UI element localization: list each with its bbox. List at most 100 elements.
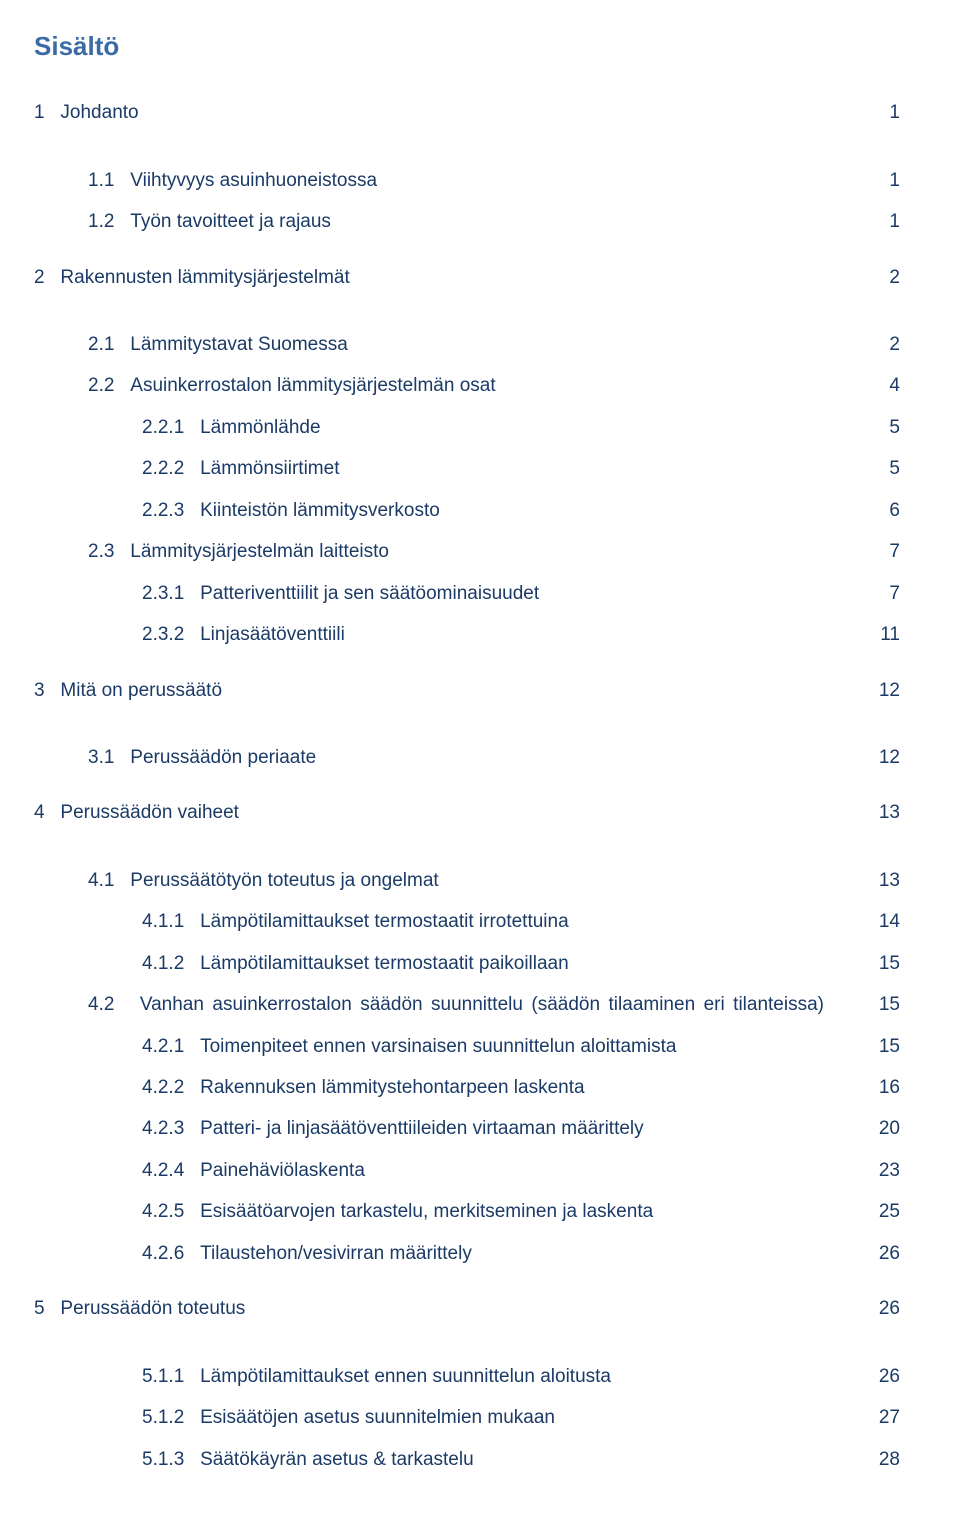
toc-entry[interactable]: 4.2.2 Rakennuksen lämmitystehontarpeen l… <box>34 1067 900 1108</box>
toc-entry-number: 2.2 <box>88 375 114 396</box>
toc-entry-title: Johdanto <box>60 102 138 123</box>
toc-entry-title: Lämpötilamittaukset ennen suunnittelun a… <box>200 1366 611 1387</box>
toc-entry-title: Toimenpiteet ennen varsinaisen suunnitte… <box>200 1036 676 1057</box>
toc-entry-page: 28 <box>852 1445 900 1474</box>
toc-entry-page: 1 <box>852 166 900 195</box>
toc-entry-number: 4.1.2 <box>142 953 184 974</box>
toc-entry-number: 5.1.1 <box>142 1366 184 1387</box>
toc-entry[interactable]: 1.1 Viihtyvyys asuinhuoneistossa 1 <box>34 160 900 201</box>
toc-entry-label: 4 Perussäädön vaiheet <box>34 798 852 827</box>
toc-entry[interactable]: 4.2 Vanhan asuinkerrostalon säädön suunn… <box>34 984 900 1025</box>
toc-entry[interactable]: 5.1.2 Esisäätöjen asetus suunnitelmien m… <box>34 1397 900 1438</box>
toc-entry[interactable]: 5 Perussäädön toteutus26 <box>34 1288 900 1329</box>
toc-entry-page: 7 <box>852 579 900 608</box>
toc-entry-title: Lämmönlähde <box>200 417 320 438</box>
toc-entry[interactable]: 4 Perussäädön vaiheet13 <box>34 792 900 833</box>
toc-entry-page: 16 <box>852 1073 900 1102</box>
toc-entry-page: 15 <box>852 990 900 1019</box>
toc-entry[interactable]: 2.1 Lämmitystavat Suomessa2 <box>34 324 900 365</box>
toc-entry[interactable]: 4.2.4 Painehäviölaskenta23 <box>34 1150 900 1191</box>
toc-entry-label: 4.2.5 Esisäätöarvojen tarkastelu, merkit… <box>34 1197 852 1226</box>
toc-entry-number: 2.3.1 <box>142 583 184 604</box>
toc-entry-label: 5.1.1 Lämpötilamittaukset ennen suunnitt… <box>34 1362 852 1391</box>
toc-entry-page: 6 <box>852 496 900 525</box>
toc-entry-label: 3.1 Perussäädön periaate <box>34 743 852 772</box>
toc-entry-label: 3 Mitä on perussäätö <box>34 676 852 705</box>
toc-entry-title: Lämpötilamittaukset termostaatit irrotet… <box>200 911 569 932</box>
toc-entry[interactable]: 2.2.3 Kiinteistön lämmitysverkosto6 <box>34 490 900 531</box>
toc-entry-label: 5 Perussäädön toteutus <box>34 1294 852 1323</box>
toc-entry-number: 3 <box>34 680 45 701</box>
toc-entry[interactable]: 5.1.3 Säätökäyrän asetus & tarkastelu 28 <box>34 1439 900 1480</box>
toc-entry-label: 4.2.1 Toimenpiteet ennen varsinaisen suu… <box>34 1032 852 1061</box>
toc-entry-page: 23 <box>852 1156 900 1185</box>
toc-entry-page: 15 <box>852 1032 900 1061</box>
toc-entry-page: 4 <box>852 371 900 400</box>
toc-entry[interactable]: 2.3.1 Patteriventtiilit ja sen säätöomin… <box>34 573 900 614</box>
toc-entry-page: 2 <box>852 263 900 292</box>
toc-entry[interactable]: 5.1.1 Lämpötilamittaukset ennen suunnitt… <box>34 1356 900 1397</box>
toc-entry-title: Säätökäyrän asetus & tarkastelu <box>200 1449 474 1470</box>
toc-entry-title: Mitä on perussäätö <box>60 680 222 701</box>
toc-entry[interactable]: 3.1 Perussäädön periaate12 <box>34 737 900 778</box>
toc-entry[interactable]: 4.2.6 Tilaustehon/vesivirran määrittely2… <box>34 1233 900 1274</box>
toc-entry-number: 2.3.2 <box>142 624 184 645</box>
toc-entry-title: Linjasäätöventtiili <box>200 624 345 645</box>
toc-entry-title: Lämpötilamittaukset termostaatit paikoil… <box>200 953 569 974</box>
toc-entry-number: 2.3 <box>88 541 114 562</box>
toc-entry-number: 5.1.3 <box>142 1449 184 1470</box>
toc-entry-label: 1 Johdanto <box>34 98 852 127</box>
toc-entry-label: 4.2.6 Tilaustehon/vesivirran määrittely <box>34 1239 852 1268</box>
toc-entry-number: 1.2 <box>88 211 114 232</box>
toc-entry-number: 4.2 <box>88 994 114 1015</box>
toc-entry-number: 2.2.3 <box>142 500 184 521</box>
toc-entry[interactable]: 2 Rakennusten lämmitysjärjestelmät2 <box>34 257 900 298</box>
toc-entry-label: 4.2.2 Rakennuksen lämmitystehontarpeen l… <box>34 1073 852 1102</box>
toc-entry-label: 2.2.3 Kiinteistön lämmitysverkosto <box>34 496 852 525</box>
toc-entry-number: 1.1 <box>88 170 114 191</box>
toc-entry-page: 7 <box>852 537 900 566</box>
toc-entry-label: 4.1.1 Lämpötilamittaukset termostaatit i… <box>34 907 852 936</box>
toc-entry-title: Asuinkerrostalon lämmitysjärjestelmän os… <box>130 375 495 396</box>
toc-entry-number: 4.2.2 <box>142 1077 184 1098</box>
toc-entry[interactable]: 2.2.1 Lämmönlähde 5 <box>34 407 900 448</box>
toc-entry[interactable]: 2.3 Lämmitysjärjestelmän laitteisto7 <box>34 531 900 572</box>
toc-entry-title: Perussäädön vaiheet <box>60 802 239 823</box>
toc-entry[interactable]: 4.2.5 Esisäätöarvojen tarkastelu, merkit… <box>34 1191 900 1232</box>
toc-entry-page: 13 <box>852 866 900 895</box>
toc-entry-number: 2.2.2 <box>142 458 184 479</box>
toc-entry[interactable]: 2.3.2 Linjasäätöventtiili11 <box>34 614 900 655</box>
toc-entry-page: 12 <box>852 676 900 705</box>
toc-entry-page: 26 <box>852 1362 900 1391</box>
toc-entry-number: 2.2.1 <box>142 417 184 438</box>
toc-entry-title: Patteriventtiilit ja sen säätöominaisuud… <box>200 583 539 604</box>
toc-entry[interactable]: 2.2.2 Lämmönsiirtimet5 <box>34 448 900 489</box>
toc-entry-page: 1 <box>852 207 900 236</box>
toc-entry-label: 2.2.2 Lämmönsiirtimet <box>34 454 852 483</box>
toc-entry-title: Työn tavoitteet ja rajaus <box>130 211 331 232</box>
toc-entry[interactable]: 1 Johdanto1 <box>34 92 900 133</box>
toc-entry-title: Perussäädön periaate <box>130 747 316 768</box>
toc-entry[interactable]: 4.2.3 Patteri- ja linjasäätöventtiileide… <box>34 1108 900 1149</box>
toc-entry-page: 25 <box>852 1197 900 1226</box>
table-of-contents: 1 Johdanto11.1 Viihtyvyys asuinhuoneisto… <box>34 92 900 1480</box>
toc-entry-title: Painehäviölaskenta <box>200 1160 365 1181</box>
toc-entry[interactable]: 4.1 Perussäätötyön toteutus ja ongelmat1… <box>34 860 900 901</box>
toc-entry[interactable]: 2.2 Asuinkerrostalon lämmitysjärjestelmä… <box>34 365 900 406</box>
toc-entry[interactable]: 4.1.1 Lämpötilamittaukset termostaatit i… <box>34 901 900 942</box>
toc-entry-number: 4.1.1 <box>142 911 184 932</box>
toc-entry-title: Esisäätöjen asetus suunnitelmien mukaan <box>200 1407 555 1428</box>
toc-entry-number: 4.1 <box>88 870 114 891</box>
toc-entry-page: 5 <box>852 413 900 442</box>
toc-entry-page: 26 <box>852 1294 900 1323</box>
toc-entry-label: 2.2 Asuinkerrostalon lämmitysjärjestelmä… <box>34 371 852 400</box>
toc-entry-number: 2 <box>34 267 45 288</box>
toc-entry[interactable]: 4.2.1 Toimenpiteet ennen varsinaisen suu… <box>34 1026 900 1067</box>
toc-entry[interactable]: 1.2 Työn tavoitteet ja rajaus 1 <box>34 201 900 242</box>
toc-entry-page: 14 <box>852 907 900 936</box>
toc-entry[interactable]: 3 Mitä on perussäätö12 <box>34 670 900 711</box>
toc-entry-page: 27 <box>852 1403 900 1432</box>
toc-entry-title: Viihtyvyys asuinhuoneistossa <box>130 170 377 191</box>
toc-entry[interactable]: 4.1.2 Lämpötilamittaukset termostaatit p… <box>34 943 900 984</box>
toc-entry-title: Lämmönsiirtimet <box>200 458 339 479</box>
